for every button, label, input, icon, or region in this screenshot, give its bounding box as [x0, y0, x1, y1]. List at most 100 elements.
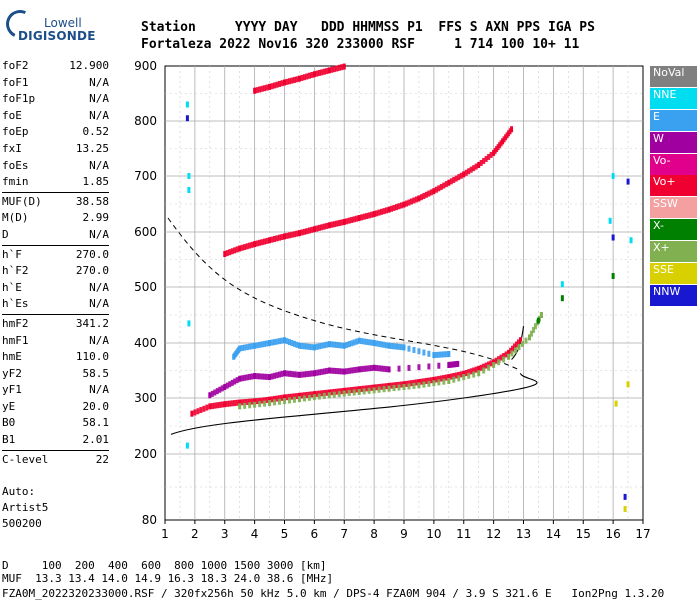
parameters-panel: foF2 12.900 foF1 N/A foF1p N/A foE N/A foEp 0.52 f…: [2, 58, 109, 468]
echo-point: [260, 341, 264, 348]
echo-point: [419, 378, 423, 385]
echo-point: [382, 386, 386, 393]
echo-point: [355, 386, 359, 393]
x-tick-label: 9: [400, 527, 408, 541]
echo-point: [352, 367, 356, 374]
echo-point: [447, 179, 451, 186]
echo-point: [190, 410, 194, 417]
echo-point: [258, 373, 262, 380]
echo-point: [302, 74, 306, 81]
echo-point: [377, 209, 381, 216]
echo-point: [278, 371, 282, 378]
echo-point: [270, 373, 274, 380]
echo-point: [196, 408, 200, 415]
param-label: B0: [2, 416, 16, 430]
param-value: 2.99: [82, 211, 110, 225]
echo-point: [322, 223, 326, 230]
echo-point: [462, 171, 466, 178]
echo-point: [250, 398, 254, 405]
echo-point: [215, 388, 219, 395]
echo-point: [317, 393, 321, 400]
echo-point: [404, 380, 408, 387]
echo-point: [245, 398, 249, 405]
echo-point: [275, 372, 279, 379]
x-tick-label: 8: [370, 527, 378, 541]
echo-point: [479, 364, 483, 371]
echo-point: [332, 221, 336, 228]
echo-point: [253, 373, 257, 379]
echo-point: [297, 392, 301, 399]
echo-point: [297, 342, 301, 349]
echo-point: [340, 219, 344, 226]
echo-point: [510, 350, 514, 357]
param-label: fxI: [2, 141, 22, 155]
echo-point: [243, 374, 247, 381]
echo-point: [235, 377, 239, 384]
echo-point: [255, 342, 259, 349]
echo-point: [263, 238, 267, 245]
echo-point: [434, 376, 438, 383]
echo-point: [263, 85, 267, 92]
echo-point: [377, 365, 381, 372]
param-row: D N/A: [2, 227, 109, 244]
echo-point: [524, 337, 528, 344]
echo-point: [240, 375, 244, 382]
echo-point: [270, 396, 274, 403]
echo-point: [482, 363, 486, 370]
echo-point: [372, 340, 376, 346]
echo-point: [258, 397, 262, 404]
echo-point: [437, 362, 441, 369]
legend-item: SSW: [650, 197, 697, 219]
echo-point: [447, 377, 451, 384]
echo-point: [285, 370, 289, 377]
echo-point: [437, 375, 441, 382]
echo-point: [422, 381, 426, 388]
echo-point: [507, 353, 511, 360]
echo-point: [335, 341, 339, 348]
echo-point: [202, 405, 206, 412]
echo-point: [283, 233, 286, 240]
echo-point: [280, 394, 284, 401]
echo-point: [310, 370, 314, 377]
param-label: foF2: [2, 59, 29, 72]
echo-point: [397, 343, 401, 350]
auto-line2: Artist5: [2, 501, 49, 514]
echo-point: [392, 343, 396, 350]
echo-point: [248, 343, 252, 350]
echo-point: [402, 201, 406, 208]
echo-point: [497, 356, 501, 363]
echo-point: [414, 196, 418, 203]
echo-point: [240, 345, 244, 352]
echo-point: [213, 402, 217, 409]
param-label: foF1p: [2, 92, 36, 106]
param-value: N/A: [89, 280, 109, 294]
echo-point: [487, 153, 491, 160]
echo-point: [365, 365, 369, 372]
echo-point: [362, 338, 366, 345]
y-tick-label: 300: [134, 391, 157, 405]
param-row: h`Es N/A: [2, 296, 109, 313]
param-label: yE: [2, 399, 16, 413]
param-value: 2.01: [82, 433, 110, 447]
echo-point: [385, 207, 389, 214]
x-tick-label: 11: [456, 527, 471, 541]
echo-point: [275, 235, 279, 242]
echo-point: [629, 237, 633, 244]
param-value: 341.2: [75, 316, 109, 330]
echo-point: [382, 365, 386, 372]
echo-point: [342, 63, 346, 70]
echo-point: [452, 176, 456, 183]
param-value: 110.0: [75, 350, 109, 364]
echo-point: [268, 374, 272, 381]
echo-point: [350, 387, 354, 394]
echo-point: [307, 72, 311, 79]
echo-point: [347, 341, 351, 348]
echo-point: [527, 334, 531, 341]
echo-point: [330, 367, 334, 374]
echo-point: [484, 362, 488, 369]
echo-point: [320, 342, 324, 349]
param-row: h`F 270.0: [2, 247, 109, 264]
legend-item: NNW: [650, 284, 697, 306]
echo-point: [312, 344, 316, 351]
echo-point: [489, 151, 493, 158]
